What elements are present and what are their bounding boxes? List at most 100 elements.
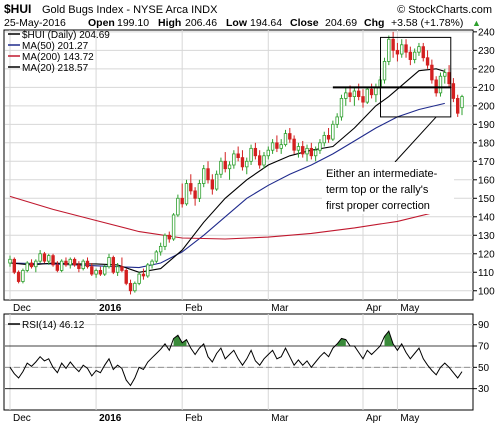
rsi-overbought-fill xyxy=(384,331,394,346)
rsi-tick-label: 70 xyxy=(478,342,490,353)
y-tick-label: 140 xyxy=(478,212,495,223)
candle-body xyxy=(227,164,232,170)
candle-body xyxy=(443,72,447,77)
svg-text:199.10: 199.10 xyxy=(117,17,149,29)
candle xyxy=(270,139,275,154)
candle xyxy=(51,253,55,267)
candle-body xyxy=(404,44,408,53)
candle-body xyxy=(344,92,348,99)
candle xyxy=(111,255,116,275)
x-tick-label: Apr xyxy=(366,303,382,314)
legend: $HUI (Daily) 204.69 MA(50) 201.27 MA(200… xyxy=(8,30,110,74)
x-tick-label: Dec xyxy=(13,303,31,314)
candle xyxy=(21,268,25,284)
candle xyxy=(326,128,331,143)
candle-body xyxy=(120,266,124,271)
candle xyxy=(189,174,193,195)
candle xyxy=(146,263,150,278)
candle xyxy=(176,194,180,217)
ma-line xyxy=(9,195,445,240)
candle-body xyxy=(124,270,128,284)
x-tick-label: Apr xyxy=(366,413,382,424)
candle xyxy=(305,144,309,162)
candle xyxy=(253,142,258,160)
candle-body xyxy=(309,147,314,157)
candle xyxy=(387,35,391,66)
candle-body xyxy=(257,155,262,166)
candle-body xyxy=(425,57,430,66)
svg-text:▲: ▲ xyxy=(472,18,481,28)
candle xyxy=(262,152,266,169)
candle xyxy=(438,72,443,97)
y-tick-label: 230 xyxy=(478,46,495,57)
y-tick-label: 150 xyxy=(478,194,495,205)
svg-text:Close: Close xyxy=(290,17,319,29)
rsi-tick-label: 50 xyxy=(478,363,490,374)
candle-body xyxy=(72,258,77,266)
rsi-x-axis-labels: Dec 2016 Feb Mar Apr May xyxy=(13,413,419,424)
candle-body xyxy=(77,264,81,269)
candle-body xyxy=(90,266,94,275)
candle-body xyxy=(391,38,395,51)
candle-body xyxy=(98,270,103,275)
chart-symbol: $HUI xyxy=(4,2,31,16)
quote-date: 25-May-2016 xyxy=(4,17,66,29)
x-tick-label: Mar xyxy=(271,413,289,424)
candle-body xyxy=(137,273,141,284)
y-tick-label: 160 xyxy=(478,175,495,186)
candle xyxy=(158,242,163,256)
candle xyxy=(232,150,236,169)
candle-body xyxy=(266,149,270,157)
candle xyxy=(344,87,348,106)
candle xyxy=(85,257,90,269)
chart-name: Gold Bugs Index - NYSE Arca INDX xyxy=(42,4,218,16)
candle-body xyxy=(163,234,167,247)
candle xyxy=(249,144,253,165)
candle-body xyxy=(107,257,111,268)
candle-body xyxy=(352,90,357,97)
candle-body xyxy=(421,46,425,59)
candle xyxy=(456,94,460,117)
svg-text:Chg: Chg xyxy=(364,17,384,29)
svg-text:Either an intermediate-: Either an intermediate- xyxy=(326,168,438,180)
candle xyxy=(451,78,456,103)
candle xyxy=(339,94,344,121)
candle xyxy=(322,131,326,147)
candle xyxy=(219,157,223,178)
candle-body xyxy=(236,153,240,159)
candle-body xyxy=(460,96,464,109)
candle-body xyxy=(81,260,85,269)
x-tick-label: Mar xyxy=(271,303,289,314)
y-tick-label: 120 xyxy=(478,249,495,260)
candle-body xyxy=(456,98,460,114)
candle-body xyxy=(133,282,137,292)
candle-body xyxy=(313,149,318,157)
candle xyxy=(275,135,279,153)
candle xyxy=(47,253,51,265)
candle xyxy=(335,113,339,129)
candle-body xyxy=(275,142,279,149)
candle xyxy=(72,257,77,267)
candle-body xyxy=(128,282,133,292)
candle-body xyxy=(253,147,258,157)
candle-body xyxy=(262,155,266,166)
candle-body xyxy=(387,38,391,62)
candle xyxy=(361,89,365,108)
candle-body xyxy=(335,116,339,125)
candle xyxy=(369,83,374,99)
candle-body xyxy=(438,75,443,94)
candle-body xyxy=(12,258,16,273)
candle-body xyxy=(279,144,283,149)
pointer-line xyxy=(394,116,437,163)
candle xyxy=(25,261,29,273)
candle-body xyxy=(64,260,68,266)
annotation-overlays xyxy=(332,36,452,163)
candle xyxy=(365,87,369,104)
candle xyxy=(34,259,38,273)
candle-body xyxy=(176,197,180,216)
candle-body xyxy=(374,86,378,96)
candle-body xyxy=(305,147,309,155)
candle xyxy=(81,259,85,271)
candle-body xyxy=(189,183,193,192)
candle xyxy=(443,68,447,84)
